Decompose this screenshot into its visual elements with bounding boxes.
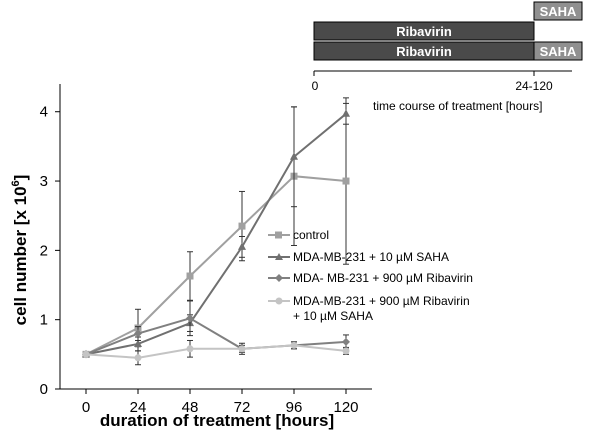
y-tick-label: 1 xyxy=(40,312,48,329)
data-point xyxy=(290,341,298,349)
series-circle xyxy=(82,339,350,366)
schedule-tick-start-label: 0 xyxy=(312,79,319,93)
series-line xyxy=(85,113,347,356)
schedule-bar-label-saha: SAHA xyxy=(540,44,577,59)
series-line xyxy=(85,317,347,356)
y-tick-label: 3 xyxy=(40,173,48,190)
legend-label-combo-line1: MDA-MB-231 + 900 µM Ribavirin xyxy=(293,294,470,308)
schedule-bar-saha xyxy=(533,41,583,61)
y-axis-title-main: cell number [x 10 xyxy=(11,186,30,325)
legend-label-combo-line2: + 10 µM SAHA xyxy=(293,309,373,323)
schedule-tick-end-label: 24-120 xyxy=(515,79,553,93)
data-point xyxy=(342,177,350,185)
data-point xyxy=(134,329,142,338)
x-tick-label: 72 xyxy=(234,399,251,416)
schedule-bar-label-ribavirin: Ribavirin xyxy=(396,44,452,59)
legend-item-saha: MDA-MB-231 + 10 µM SAHA xyxy=(268,250,449,264)
x-axis: 0 24 48 72 96 120 xyxy=(60,388,372,416)
legend-item-control: control xyxy=(268,228,329,242)
x-tick-label: 0 xyxy=(82,399,90,416)
y-axis-title-superscript: 6 xyxy=(10,180,22,186)
legend-item-combo: MDA-MB-231 + 900 µM Ribavirin + 10 µM SA… xyxy=(268,294,470,323)
series-line xyxy=(85,344,347,359)
treatment-schedule: SAHA Ribavirin Ribavirin SAHA xyxy=(313,1,583,61)
data-point xyxy=(290,152,298,160)
y-tick-label: 2 xyxy=(40,242,48,259)
data-point xyxy=(238,345,246,353)
y-axis-title: cell number [x 106] xyxy=(10,175,30,326)
y-tick-label: 4 xyxy=(40,104,48,121)
schedule-bar-ribavirin xyxy=(313,21,535,41)
legend-marker-control xyxy=(275,231,282,239)
x-tick-label: 120 xyxy=(333,399,358,416)
data-point xyxy=(134,339,142,347)
series-line xyxy=(85,175,347,356)
legend-label-saha: MDA-MB-231 + 10 µM SAHA xyxy=(293,250,449,264)
data-point xyxy=(82,350,90,358)
data-point xyxy=(186,345,194,353)
data-point xyxy=(238,222,246,230)
x-tick-group: 0 24 48 72 96 120 xyxy=(82,389,359,416)
x-tick-label: 96 xyxy=(286,399,303,416)
data-point xyxy=(342,109,350,117)
schedule-bar-label-ribavirin: Ribavirin xyxy=(396,24,452,39)
y-axis-title-close: ] xyxy=(11,175,30,181)
data-point xyxy=(238,242,246,250)
legend-marker-combo xyxy=(275,297,283,305)
schedule-bar-label-saha: SAHA xyxy=(540,4,577,19)
legend-item-ribavirin: MDA- MB-231 + 900 µM Ribavirin xyxy=(268,271,473,285)
schedule-axis: 0 24-120 time course of treatment [hours… xyxy=(312,70,572,113)
series-layer xyxy=(82,97,350,366)
x-axis-title: duration of treatment [hours] xyxy=(100,411,334,430)
schedule-axis-title: time course of treatment [hours] xyxy=(373,99,542,113)
x-tick-label: 48 xyxy=(182,399,199,416)
data-point xyxy=(342,347,350,355)
legend-label-ribavirin: MDA- MB-231 + 900 µM Ribavirin xyxy=(293,271,473,285)
legend-marker-ribavirin xyxy=(275,274,283,282)
x-tick-label: 24 xyxy=(130,399,147,416)
data-point xyxy=(186,314,194,323)
legend-label-control: control xyxy=(293,228,329,242)
schedule-bar-saha xyxy=(533,1,583,21)
data-point xyxy=(342,337,350,346)
y-tick-group: 0 1 2 3 4 xyxy=(40,104,60,398)
data-point xyxy=(134,354,142,362)
y-tick-label: 0 xyxy=(40,381,48,398)
legend: control MDA-MB-231 + 10 µM SAHA MDA- MB-… xyxy=(268,228,473,323)
data-point xyxy=(186,272,194,280)
y-axis: 0 1 2 3 4 xyxy=(40,84,61,398)
legend-marker-saha xyxy=(275,253,283,260)
